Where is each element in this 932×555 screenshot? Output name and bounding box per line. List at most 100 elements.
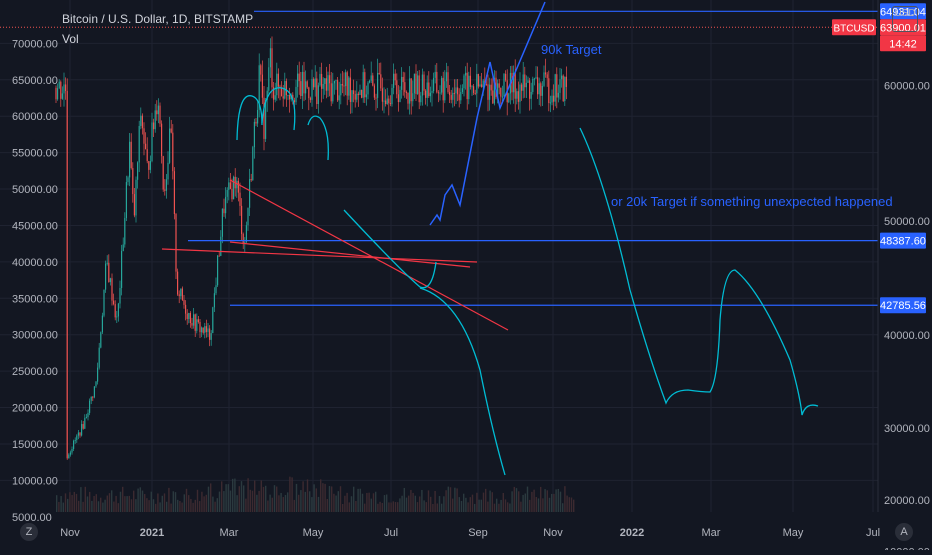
candle-body — [65, 84, 67, 91]
volume-bar — [150, 491, 152, 512]
candle-body — [106, 262, 108, 264]
volume-bar — [487, 501, 489, 512]
volume-bar — [548, 497, 551, 512]
volume-bar — [537, 498, 540, 512]
volume-bar — [225, 484, 227, 512]
volume-bar — [236, 495, 238, 512]
target-projection-path — [429, 1, 546, 226]
candle-body — [477, 74, 479, 87]
volume-bar — [254, 480, 256, 512]
candle-body — [74, 439, 76, 441]
volume-bar — [430, 496, 432, 512]
candle-body — [257, 109, 259, 124]
candle-body — [503, 73, 505, 97]
currency-badge[interactable]: USD — [892, 6, 918, 32]
candle-body — [101, 315, 103, 333]
candle-body — [425, 90, 427, 98]
candle-body — [308, 87, 310, 99]
right-axis-tick: 10000.00 — [884, 546, 930, 550]
volume-bar — [434, 490, 436, 512]
volume-bar — [326, 499, 328, 512]
x-axis-label: Nov — [543, 527, 563, 539]
volume-bar — [370, 498, 372, 512]
candle-body — [276, 73, 278, 96]
candle-body — [103, 289, 105, 316]
volume-bar — [78, 500, 80, 512]
candle-body — [130, 141, 132, 169]
candle-body — [519, 84, 521, 102]
candle-body — [194, 314, 196, 331]
volume-bar — [441, 503, 443, 512]
volume-bar — [570, 497, 573, 512]
volume-bar — [491, 492, 493, 512]
left-axis-tick: 20000.00 — [12, 403, 58, 415]
volume-bar — [133, 490, 135, 512]
candle-body — [444, 81, 446, 101]
price-tag-bg — [880, 232, 926, 249]
volume-bar — [203, 496, 205, 512]
candle-body — [172, 132, 174, 172]
volume-bar — [573, 499, 575, 512]
symbol-title: Bitcoin / U.S. Dollar, 1D, BITSTAMP — [62, 12, 254, 26]
volume-bar — [421, 489, 423, 512]
x-axis-label: May — [783, 527, 804, 539]
log-scale-button[interactable]: Z — [20, 523, 38, 541]
candle-body — [476, 74, 478, 94]
volume-bar — [557, 488, 559, 512]
volume-bar — [192, 502, 194, 512]
candle-body — [474, 92, 476, 94]
right-axis-tick: 50000.00 — [884, 216, 930, 228]
auto-scale-button[interactable]: A — [895, 523, 913, 541]
candle-body — [95, 381, 97, 387]
left-axis-tick: 70000.00 — [12, 38, 58, 50]
candle-body — [359, 90, 361, 95]
candle-body — [269, 48, 271, 68]
candle-body — [159, 105, 161, 124]
volume-bar — [368, 492, 370, 512]
candle-body — [557, 92, 559, 98]
candle-body — [551, 95, 553, 103]
candle-body — [490, 84, 492, 91]
candle-body — [562, 75, 564, 102]
volume-bar — [390, 502, 392, 512]
volume-bar — [212, 496, 214, 512]
candle-body — [541, 85, 543, 96]
candle-body — [212, 307, 214, 334]
candle-body — [314, 78, 316, 88]
candle-body — [428, 82, 430, 97]
forecast-curve — [307, 115, 329, 161]
volume-bar — [353, 486, 355, 512]
candle-body — [393, 73, 395, 88]
volume-bar — [566, 495, 568, 512]
volume-bar — [515, 488, 518, 512]
volume-bar — [146, 498, 148, 512]
left-axis-tick: 25000.00 — [12, 366, 58, 378]
volume-bar — [166, 501, 168, 512]
price-tag-bg — [880, 297, 926, 314]
volume-bar — [75, 493, 78, 512]
candle-body — [129, 141, 131, 178]
volume-bar — [467, 502, 469, 512]
volume-bar — [355, 500, 357, 512]
candle-body — [170, 128, 172, 133]
volume-bar — [423, 500, 425, 512]
volume-bar — [520, 501, 522, 512]
volume-bar — [188, 495, 190, 512]
volume-bar — [482, 492, 485, 512]
candle-body — [338, 95, 340, 101]
candle-body — [60, 81, 62, 99]
candle-body — [434, 71, 436, 78]
candle-body — [485, 84, 487, 86]
candle-body — [353, 90, 355, 95]
candle-body — [309, 98, 311, 100]
candle-body — [132, 168, 134, 195]
candle-body — [215, 285, 217, 294]
candle-body — [538, 83, 540, 95]
candle-body — [498, 83, 500, 88]
candle-body — [324, 78, 326, 84]
candle-body — [439, 92, 441, 94]
volume-bar — [227, 484, 229, 512]
volume-bar — [60, 496, 62, 512]
volume-bar — [392, 501, 394, 512]
